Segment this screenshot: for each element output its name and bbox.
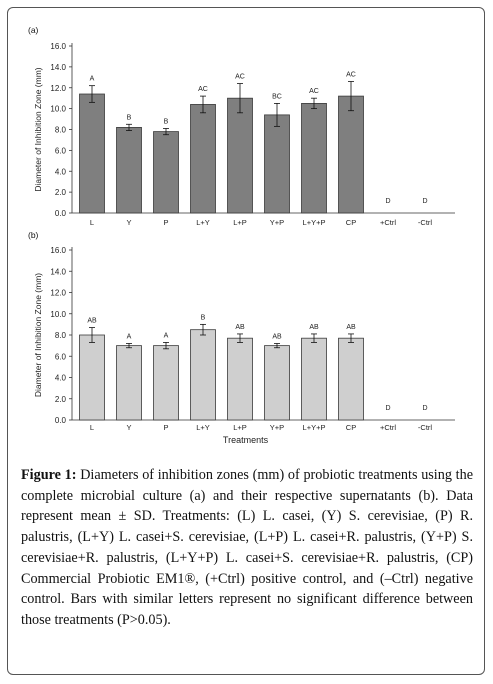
y-tick-label-a: 0.0 (55, 209, 67, 218)
significance-letter-b: AB (272, 334, 282, 341)
significance-letter-a: B (127, 114, 132, 121)
significance-letter-b: D (422, 405, 427, 412)
category-label-b: CP (346, 423, 356, 432)
y-axis-label-b: Diameter of Inhibition Zone (mm) (33, 273, 43, 397)
y-axis-label-a: Diameter of Inhibition Zone (mm) (33, 67, 43, 191)
figure-caption: Figure 1: Diameters of inhibition zones … (21, 465, 473, 631)
bar-a (338, 95, 364, 214)
bar-a (153, 131, 179, 214)
significance-letter-b: B (201, 314, 206, 321)
category-label-b: L+P (233, 423, 247, 432)
y-tick-label-b: 0.0 (55, 416, 67, 425)
y-tick-label-b: 6.0 (55, 352, 67, 361)
significance-letter-a: AC (346, 71, 356, 78)
significance-letter-b: AB (309, 324, 319, 331)
y-tick-label-b: 2.0 (55, 395, 67, 404)
category-label-b: L (90, 423, 94, 432)
category-label-b: P (163, 423, 168, 432)
y-tick-label-a: 6.0 (55, 146, 67, 155)
category-label-a: +Ctrl (380, 218, 396, 227)
category-label-a: Y (126, 218, 131, 227)
y-tick-label-a: 10.0 (50, 105, 66, 114)
figure-frame (7, 7, 485, 675)
panel-label-b: (b) (28, 230, 39, 240)
y-tick-label-b: 4.0 (55, 374, 67, 383)
bar-a (190, 104, 216, 214)
y-tick-label-a: 8.0 (55, 126, 67, 135)
category-label-b: +Ctrl (380, 423, 396, 432)
bar-b (116, 345, 142, 421)
category-label-b: L+Y (196, 423, 210, 432)
significance-letter-b: D (385, 405, 390, 412)
significance-letter-a: D (385, 198, 390, 205)
category-label-a: P (163, 218, 168, 227)
bar-a (301, 103, 327, 214)
significance-letter-a: D (422, 198, 427, 205)
significance-letter-a: AC (198, 86, 208, 93)
category-label-a: L+Y+P (303, 218, 326, 227)
panel-label-a: (a) (28, 25, 39, 35)
category-label-a: L+Y (196, 218, 210, 227)
y-tick-label-a: 16.0 (50, 42, 66, 51)
significance-letter-b: AB (87, 318, 97, 325)
category-label-b: Y (126, 423, 131, 432)
category-label-b: Y+P (270, 423, 284, 432)
y-tick-label-b: 16.0 (50, 246, 66, 255)
y-tick-label-a: 4.0 (55, 167, 67, 176)
bar-b (190, 329, 216, 421)
significance-letter-b: A (127, 334, 132, 341)
y-tick-label-a: 14.0 (50, 63, 66, 72)
bar-b (264, 345, 290, 421)
significance-letter-b: AB (235, 324, 245, 331)
bar-b (227, 337, 253, 421)
category-label-b: -Ctrl (418, 423, 432, 432)
bar-a (116, 127, 142, 214)
y-tick-label-a: 12.0 (50, 84, 66, 93)
y-tick-label-b: 10.0 (50, 310, 66, 319)
y-tick-label-b: 12.0 (50, 289, 66, 298)
significance-letter-b: A (164, 332, 169, 339)
bar-b (338, 337, 364, 421)
category-label-a: CP (346, 218, 356, 227)
y-tick-label-b: 8.0 (55, 331, 67, 340)
significance-letter-a: BC (272, 93, 282, 100)
significance-letter-a: AC (235, 74, 245, 81)
bar-b (79, 334, 105, 421)
y-tick-label-a: 2.0 (55, 188, 67, 197)
caption-text: Diameters of inhibition zones (mm) of pr… (21, 467, 473, 628)
category-label-a: -Ctrl (418, 218, 432, 227)
bar-a (264, 114, 290, 214)
significance-letter-b: AB (346, 324, 356, 331)
bar-a (79, 93, 105, 214)
significance-letter-a: AC (309, 88, 319, 95)
category-label-a: Y+P (270, 218, 284, 227)
category-label-a: L+P (233, 218, 247, 227)
significance-letter-a: A (90, 76, 95, 83)
bar-a (227, 97, 253, 214)
y-tick-label-b: 14.0 (50, 267, 66, 276)
bar-b (153, 345, 179, 421)
x-axis-label-b: Treatments (223, 435, 269, 445)
figure-charts: (a) 0.0 2.0 4.0 6.0 8.0 10.0 12.0 14.0 16.0 Diamet… (28, 25, 455, 445)
bar-b (301, 337, 327, 421)
category-label-b: L+Y+P (303, 423, 326, 432)
significance-letter-a: B (164, 118, 169, 125)
caption-label: Figure 1: (21, 467, 77, 483)
category-label-a: L (90, 218, 94, 227)
